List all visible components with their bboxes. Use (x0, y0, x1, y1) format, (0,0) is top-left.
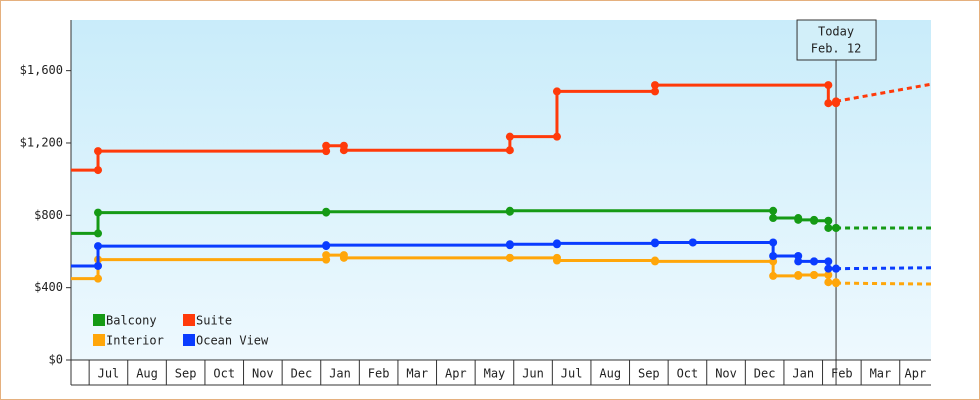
legend-swatch (93, 314, 105, 326)
x-tick-label: Mar (406, 367, 428, 381)
y-tick-label: $1,600 (20, 63, 63, 77)
point (651, 238, 660, 247)
point (505, 132, 514, 141)
x-tick-label: Jul (98, 367, 120, 381)
point (769, 206, 778, 215)
today-box (796, 19, 877, 61)
forecast-line (835, 82, 932, 103)
legend-swatch (183, 314, 195, 326)
point (769, 214, 778, 223)
point (794, 215, 803, 224)
point (552, 132, 561, 141)
point (322, 241, 331, 250)
point (552, 256, 561, 265)
x-tick-label: Apr (445, 367, 467, 381)
y-tick-label: $400 (34, 280, 63, 294)
point (322, 251, 331, 260)
x-tick-label: Sep (175, 367, 197, 381)
point (832, 264, 841, 273)
x-tick-label: Oct (213, 367, 235, 381)
legend-label: Interior (106, 334, 164, 348)
point (769, 271, 778, 280)
point (832, 97, 841, 106)
legend-swatch (93, 334, 105, 346)
point (832, 279, 841, 288)
point (94, 166, 103, 175)
point (94, 229, 103, 238)
x-tick-label: Nov (252, 367, 274, 381)
point (322, 141, 331, 150)
y-tick-label: $0 (49, 353, 63, 367)
x-tick-label: Sep (638, 367, 660, 381)
x-tick-label: Aug (599, 367, 621, 381)
forecast-line (836, 281, 932, 286)
point (794, 271, 803, 279)
x-tick-label: Aug (136, 367, 158, 381)
point (824, 223, 833, 232)
point (824, 271, 833, 279)
today-label: Today (818, 25, 854, 39)
legend-label: Balcony (106, 314, 157, 328)
point (339, 253, 348, 262)
x-tick-label: Jan (329, 367, 351, 381)
forecast-line (836, 266, 932, 271)
x-tick-label: Mar (870, 367, 892, 381)
point (322, 207, 331, 216)
point (824, 278, 833, 287)
x-tick-label: Dec (754, 367, 776, 381)
point (824, 264, 833, 273)
point (94, 261, 103, 270)
point (651, 87, 660, 96)
x-tick-label: Feb (831, 367, 853, 381)
y-tick-label: $1,200 (20, 135, 63, 149)
point (810, 216, 819, 225)
point (505, 206, 514, 215)
series (71, 206, 931, 238)
point (824, 257, 833, 266)
point (94, 147, 103, 156)
point (810, 271, 819, 279)
x-tick-label: Jun (522, 367, 544, 381)
point (688, 238, 697, 247)
point (832, 223, 841, 232)
point (651, 257, 660, 266)
point (769, 252, 778, 261)
x-tick-label: Apr (905, 367, 927, 381)
x-tick-label: Jan (792, 367, 814, 381)
point (552, 87, 561, 96)
x-tick-label: Dec (291, 367, 313, 381)
point (505, 253, 514, 262)
series (71, 251, 932, 288)
point (651, 81, 660, 90)
plot-area (71, 20, 931, 360)
x-tick-label: Nov (715, 367, 737, 381)
y-tick-label: $800 (34, 208, 63, 222)
x-tick-label: Feb (368, 367, 390, 381)
point (769, 238, 778, 247)
legend-swatch (183, 334, 195, 346)
point (94, 208, 103, 217)
point (794, 257, 803, 266)
point (824, 81, 833, 90)
x-tick-label: May (484, 367, 506, 381)
point (810, 257, 819, 266)
x-tick-label: Jul (561, 367, 583, 381)
x-tick-label: Oct (677, 367, 699, 381)
point (824, 216, 833, 225)
point (505, 146, 514, 155)
point (552, 239, 561, 248)
point (94, 274, 103, 283)
legend-label: Suite (196, 314, 232, 328)
point (339, 146, 348, 155)
point (94, 242, 103, 251)
point (824, 99, 833, 108)
series (71, 238, 932, 273)
point (505, 240, 514, 249)
legend-label: Ocean View (196, 334, 269, 348)
series (71, 81, 932, 175)
today-label: Feb. 12 (811, 42, 862, 56)
